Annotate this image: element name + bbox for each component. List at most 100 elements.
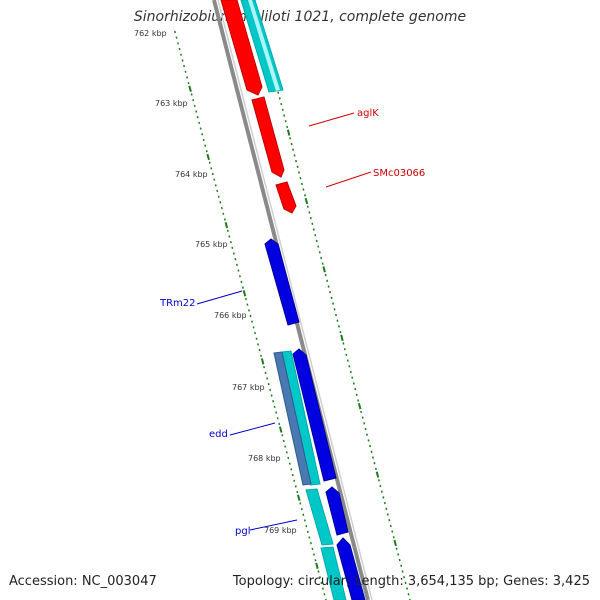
tick-label: 768 kbp (248, 454, 281, 463)
gene-label-trm22[interactable]: TRm22 (159, 298, 196, 309)
minor-tick (312, 228, 315, 231)
minor-tick (380, 490, 383, 493)
minor-tick (337, 325, 340, 328)
minor-tick (195, 110, 198, 113)
gene-arrow-red[interactable] (220, 0, 263, 96)
minor-tick (320, 581, 323, 585)
minor-tick (317, 570, 320, 573)
minor-tick (308, 536, 311, 539)
minor-tick (287, 456, 290, 460)
gene-labels: aglK SMc03066 TRm22 edd pgl (159, 108, 425, 537)
accession-text: Accession: NC_003047 (9, 574, 157, 589)
minor-tick (285, 451, 288, 454)
leader-line (229, 422, 276, 436)
minor-tick (198, 121, 201, 124)
minor-tick (290, 468, 293, 471)
minor-tick (348, 365, 351, 368)
minor-tick (352, 382, 355, 385)
minor-tick (321, 587, 324, 590)
minor-tick (314, 559, 317, 562)
minor-tick (180, 53, 183, 56)
gene-label-smc03066[interactable]: SMc03066 (373, 168, 425, 179)
gene-arrow-blue[interactable] (325, 486, 349, 536)
minor-tick (324, 273, 327, 277)
minor-tick (251, 320, 254, 323)
feature-track (220, 0, 366, 600)
minor-tick (343, 348, 346, 351)
minor-tick (211, 172, 214, 176)
minor-tick (278, 97, 281, 100)
minor-tick (330, 296, 333, 300)
gene-arrow-red[interactable] (251, 96, 285, 178)
major-tick (242, 290, 247, 297)
minor-tick (308, 211, 311, 214)
leader-line (308, 112, 355, 127)
minor-tick (336, 319, 339, 322)
minor-tick (290, 142, 293, 146)
minor-tick (373, 462, 376, 465)
tick-label: 763 kbp (155, 99, 188, 108)
minor-tick (401, 570, 404, 573)
minor-tick (252, 326, 255, 329)
minor-tick (173, 30, 177, 34)
gene-arrow-blue[interactable] (292, 348, 337, 482)
major-tick (188, 85, 192, 92)
minor-tick (219, 201, 222, 204)
minor-tick (391, 530, 394, 533)
minor-tick (196, 116, 199, 119)
major-tick (393, 539, 397, 547)
minor-tick (400, 564, 403, 567)
gene-arrow-red[interactable] (275, 181, 297, 214)
minor-tick (339, 330, 342, 334)
minor-tick (395, 547, 398, 550)
minor-tick (389, 524, 392, 528)
minor-tick (238, 275, 241, 278)
minor-tick (263, 366, 266, 369)
minor-tick (281, 108, 284, 111)
major-tick (340, 334, 344, 341)
minor-tick (286, 125, 289, 129)
major-tick (322, 266, 326, 273)
minor-tick (377, 479, 380, 482)
minor-tick (294, 485, 297, 488)
cds-block-reverse[interactable] (273, 351, 312, 486)
minor-tick (345, 353, 348, 357)
kbp-tick-labels: 762 kbp 763 kbp 764 kbp 765 kbp 766 kbp … (132, 26, 297, 535)
minor-tick (324, 598, 327, 600)
gene-arrow-blue[interactable] (264, 238, 300, 326)
genome-backbone-shadow (217, 0, 373, 600)
gene-label-edd[interactable]: edd (209, 429, 228, 440)
minor-tick (213, 178, 216, 181)
minor-tick (403, 576, 406, 579)
gene-label-pgl[interactable]: pgl (235, 526, 250, 537)
minor-tick (193, 104, 196, 107)
minor-tick (257, 343, 260, 346)
minor-tick (300, 182, 303, 186)
cds-block-highlight (248, 0, 280, 91)
minor-tick (234, 257, 237, 261)
minor-tick (246, 303, 249, 306)
minor-tick (305, 525, 308, 528)
leader-line (196, 290, 243, 305)
minor-tick (282, 439, 285, 443)
minor-tick (289, 137, 292, 140)
minor-tick (326, 279, 329, 282)
minor-tick (408, 598, 411, 600)
minor-tick (342, 342, 345, 345)
minor-tick (291, 473, 294, 477)
minor-tick (186, 76, 189, 79)
gene-label-aglk[interactable]: aglK (357, 108, 379, 119)
gene-arrow-blue[interactable] (336, 537, 366, 600)
cds-block[interactable] (305, 488, 334, 546)
minor-tick (299, 502, 302, 505)
minor-tick (315, 239, 318, 243)
cds-block[interactable] (320, 546, 347, 600)
minor-tick (272, 400, 275, 403)
minor-tick (235, 263, 238, 266)
major-tick (357, 403, 362, 410)
minor-tick (273, 405, 276, 408)
minor-tick (258, 348, 261, 352)
major-tick (224, 221, 229, 229)
minor-tick (264, 371, 267, 375)
